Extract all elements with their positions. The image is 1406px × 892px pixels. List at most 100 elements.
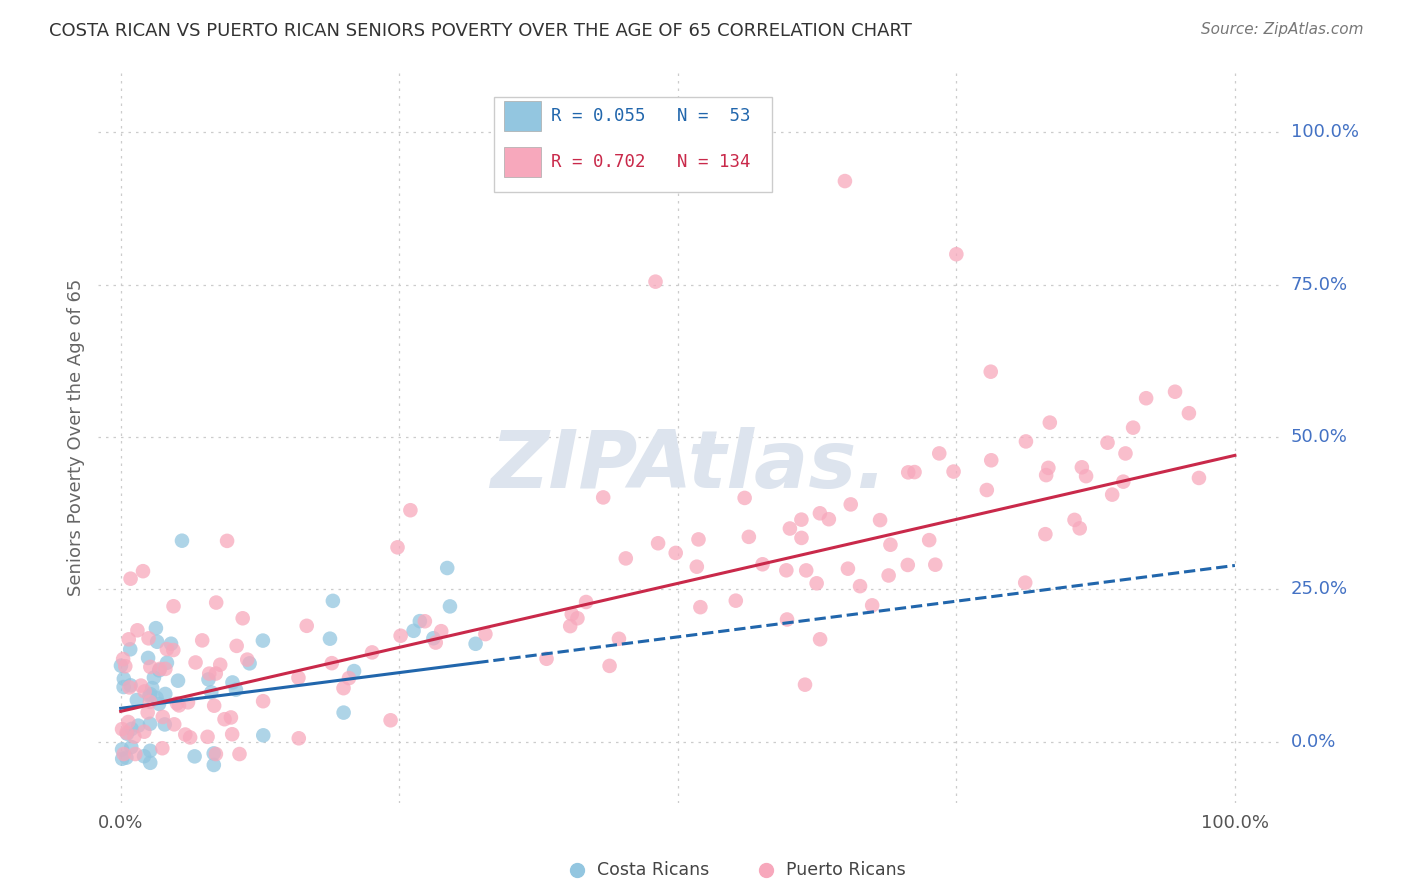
Point [202,747,225,761]
Point [155,662,177,676]
Point [942,465,965,479]
Point [776,612,799,626]
Point [790,531,813,545]
Point [179,731,201,745]
Point [399,503,422,517]
Text: R = 0.055   N =  53: R = 0.055 N = 53 [551,107,751,125]
Point [688,533,710,547]
Point [205,596,228,610]
FancyBboxPatch shape [503,101,541,131]
Point [141,681,163,695]
Point [232,611,254,625]
Point [170,533,193,548]
Point [1014,575,1036,590]
Point [834,174,856,188]
Point [174,727,197,741]
Point [167,698,190,713]
Point [136,706,159,720]
Point [561,791,583,805]
Point [138,632,160,646]
Point [337,671,360,685]
Point [1069,521,1091,535]
Point [779,522,801,536]
Point [136,651,159,665]
Point [115,727,138,741]
Point [592,491,614,505]
Text: 0.0%: 0.0% [1291,733,1336,751]
Point [980,365,1002,379]
Point [149,662,172,676]
Point [343,664,366,678]
Text: Source: ZipAtlas.com: Source: ZipAtlas.com [1201,22,1364,37]
Point [124,730,146,744]
Text: 25.0%: 25.0% [1291,581,1348,599]
Point [945,247,967,261]
Point [644,275,666,289]
Point [734,491,756,505]
Point [837,562,859,576]
Point [114,659,136,673]
Point [111,752,134,766]
Text: COSTA RICAN VS PUERTO RICAN SENIORS POVERTY OVER THE AGE OF 65 CORRELATION CHART: COSTA RICAN VS PUERTO RICAN SENIORS POVE… [49,22,912,40]
Point [775,563,797,577]
Point [287,671,309,685]
Point [214,712,236,726]
Point [1112,475,1135,489]
Point [380,713,402,727]
Text: 100.0%: 100.0% [1291,123,1358,141]
Point [160,637,183,651]
Point [877,568,900,582]
Point [869,513,891,527]
Point [177,695,200,709]
Point [1015,434,1038,449]
Point [120,740,142,755]
Point [1038,461,1060,475]
Point [1122,420,1144,434]
Point [332,681,354,696]
Point [125,693,148,707]
Point [794,563,817,577]
Point [225,682,247,697]
Point [1114,446,1136,460]
FancyBboxPatch shape [503,146,541,178]
Point [139,756,162,770]
Text: ZIPAtlas.: ZIPAtlas. [491,427,887,506]
Point [1070,460,1092,475]
Point [191,633,214,648]
Point [918,533,941,548]
Point [389,629,412,643]
Point [153,717,176,731]
Point [808,506,831,520]
Point [148,697,170,711]
Point [897,466,920,480]
Point [163,717,186,731]
Point [1097,435,1119,450]
Point [219,710,242,724]
Point [332,706,354,720]
Point [134,724,156,739]
Point [879,538,901,552]
Point [162,599,184,614]
Point [665,546,688,560]
Point [252,633,274,648]
Point [221,675,243,690]
Point [806,576,828,591]
Point [204,666,226,681]
Point [860,599,883,613]
Point [536,652,558,666]
Point [321,656,343,670]
Point [464,637,486,651]
Point [252,694,274,708]
Point [236,652,259,666]
Point [413,614,436,628]
Point [139,687,162,701]
Point [928,446,950,460]
Point [221,727,243,741]
Point [139,716,162,731]
Point [117,714,139,729]
Point [166,697,188,711]
Point [1135,391,1157,405]
Point [183,749,205,764]
Point [209,657,232,672]
Point [121,722,143,736]
